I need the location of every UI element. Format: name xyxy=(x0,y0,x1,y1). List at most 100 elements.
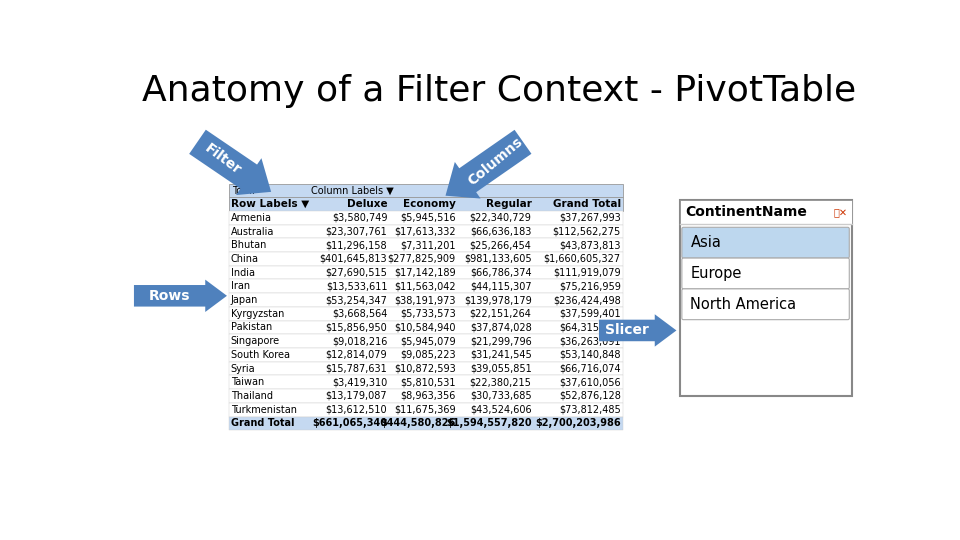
Text: $17,613,332: $17,613,332 xyxy=(394,226,456,237)
Text: Singapore: Singapore xyxy=(230,336,280,346)
Text: $21,299,796: $21,299,796 xyxy=(469,336,532,346)
Text: $73,812,485: $73,812,485 xyxy=(559,404,621,415)
Text: Regular: Regular xyxy=(486,199,532,209)
Text: Columns: Columns xyxy=(466,134,525,188)
Text: $43,524,606: $43,524,606 xyxy=(469,404,532,415)
Text: Deluxe: Deluxe xyxy=(347,199,388,209)
Text: Japan: Japan xyxy=(230,295,258,305)
FancyBboxPatch shape xyxy=(228,362,623,375)
Text: $15,856,950: $15,856,950 xyxy=(325,322,388,333)
Text: $25,266,454: $25,266,454 xyxy=(469,240,532,250)
Text: $17,142,189: $17,142,189 xyxy=(394,268,456,278)
Text: $11,296,158: $11,296,158 xyxy=(325,240,388,250)
FancyBboxPatch shape xyxy=(228,238,623,252)
Text: $53,254,347: $53,254,347 xyxy=(325,295,388,305)
Text: $5,733,573: $5,733,573 xyxy=(399,309,456,319)
FancyBboxPatch shape xyxy=(228,321,623,334)
FancyBboxPatch shape xyxy=(680,200,852,224)
Text: $22,340,729: $22,340,729 xyxy=(469,213,532,223)
Text: $111,919,079: $111,919,079 xyxy=(553,268,621,278)
FancyBboxPatch shape xyxy=(228,211,623,225)
Text: $2,700,203,986: $2,700,203,986 xyxy=(535,418,621,428)
Text: Slicer: Slicer xyxy=(605,323,649,338)
FancyBboxPatch shape xyxy=(228,389,623,403)
Text: $66,716,074: $66,716,074 xyxy=(559,363,621,374)
Text: $3,668,564: $3,668,564 xyxy=(332,309,388,319)
Text: $37,267,993: $37,267,993 xyxy=(559,213,621,223)
Text: Australia: Australia xyxy=(230,226,275,237)
Text: $401,645,813: $401,645,813 xyxy=(320,254,388,264)
Text: $1,660,605,327: $1,660,605,327 xyxy=(543,254,621,264)
Text: Economy: Economy xyxy=(402,199,456,209)
FancyBboxPatch shape xyxy=(228,184,623,197)
Text: ContinentName: ContinentName xyxy=(685,205,807,219)
Text: $36,263,091: $36,263,091 xyxy=(559,336,621,346)
Text: $444,580,826: $444,580,826 xyxy=(380,418,456,428)
Text: $66,786,374: $66,786,374 xyxy=(469,268,532,278)
Text: Kyrgyzstan: Kyrgyzstan xyxy=(230,309,284,319)
Text: $13,533,611: $13,533,611 xyxy=(325,281,388,291)
Text: $112,562,275: $112,562,275 xyxy=(552,226,621,237)
FancyBboxPatch shape xyxy=(228,416,623,430)
Text: Row Labels ▼: Row Labels ▼ xyxy=(230,199,309,209)
Text: $981,133,605: $981,133,605 xyxy=(464,254,532,264)
Text: $10,872,593: $10,872,593 xyxy=(394,363,456,374)
Text: $13,612,510: $13,612,510 xyxy=(325,404,388,415)
FancyBboxPatch shape xyxy=(228,252,623,266)
Text: Iran: Iran xyxy=(230,281,250,291)
Text: 🔽✕: 🔽✕ xyxy=(833,207,848,217)
Text: $37,599,401: $37,599,401 xyxy=(559,309,621,319)
Text: $27,690,515: $27,690,515 xyxy=(325,268,388,278)
Text: $5,945,079: $5,945,079 xyxy=(400,336,456,346)
Polygon shape xyxy=(599,314,677,347)
Text: $11,563,042: $11,563,042 xyxy=(394,281,456,291)
Text: $13,179,087: $13,179,087 xyxy=(325,391,388,401)
Text: $277,825,909: $277,825,909 xyxy=(388,254,456,264)
Text: $9,085,223: $9,085,223 xyxy=(400,350,456,360)
Text: $22,380,215: $22,380,215 xyxy=(469,377,532,387)
FancyBboxPatch shape xyxy=(682,227,850,258)
Text: $43,873,813: $43,873,813 xyxy=(559,240,621,250)
Text: $39,055,851: $39,055,851 xyxy=(469,363,532,374)
Text: $1,594,557,820: $1,594,557,820 xyxy=(445,418,532,428)
Text: Armenia: Armenia xyxy=(230,213,272,223)
Text: $5,810,531: $5,810,531 xyxy=(400,377,456,387)
Text: $3,580,749: $3,580,749 xyxy=(332,213,388,223)
Text: $38,191,973: $38,191,973 xyxy=(394,295,456,305)
Polygon shape xyxy=(134,280,227,312)
Text: $3,419,310: $3,419,310 xyxy=(332,377,388,387)
Text: Syria: Syria xyxy=(230,363,255,374)
Text: $7,311,201: $7,311,201 xyxy=(400,240,456,250)
Text: Anatomy of a Filter Context - PivotTable: Anatomy of a Filter Context - PivotTable xyxy=(142,74,855,108)
Text: $64,315,918: $64,315,918 xyxy=(559,322,621,333)
Text: India: India xyxy=(230,268,254,278)
Text: Asia: Asia xyxy=(690,235,721,250)
Polygon shape xyxy=(189,130,271,195)
Text: Grand Total: Grand Total xyxy=(230,418,295,428)
FancyBboxPatch shape xyxy=(228,280,623,293)
Text: $139,978,179: $139,978,179 xyxy=(464,295,532,305)
FancyBboxPatch shape xyxy=(228,197,623,211)
Text: $66,636,183: $66,636,183 xyxy=(470,226,532,237)
Text: Column Labels ▼: Column Labels ▼ xyxy=(311,186,394,195)
Text: $31,241,545: $31,241,545 xyxy=(469,350,532,360)
Text: $236,424,498: $236,424,498 xyxy=(553,295,621,305)
Text: $53,140,848: $53,140,848 xyxy=(559,350,621,360)
Text: $12,814,079: $12,814,079 xyxy=(325,350,388,360)
Text: $15,787,631: $15,787,631 xyxy=(325,363,388,374)
Text: $30,733,685: $30,733,685 xyxy=(469,391,532,401)
FancyBboxPatch shape xyxy=(228,348,623,362)
Polygon shape xyxy=(445,130,532,199)
Text: Bhutan: Bhutan xyxy=(230,240,266,250)
Text: $37,874,028: $37,874,028 xyxy=(469,322,532,333)
Text: Turkmenistan: Turkmenistan xyxy=(230,404,297,415)
Text: $75,216,959: $75,216,959 xyxy=(559,281,621,291)
Text: $5,945,516: $5,945,516 xyxy=(400,213,456,223)
Text: $23,307,761: $23,307,761 xyxy=(325,226,388,237)
FancyBboxPatch shape xyxy=(680,200,852,396)
Text: Tot...: Tot... xyxy=(231,186,254,195)
Text: China: China xyxy=(230,254,259,264)
Text: South Korea: South Korea xyxy=(230,350,290,360)
Text: Grand Total: Grand Total xyxy=(553,199,621,209)
Text: $22,151,264: $22,151,264 xyxy=(469,309,532,319)
